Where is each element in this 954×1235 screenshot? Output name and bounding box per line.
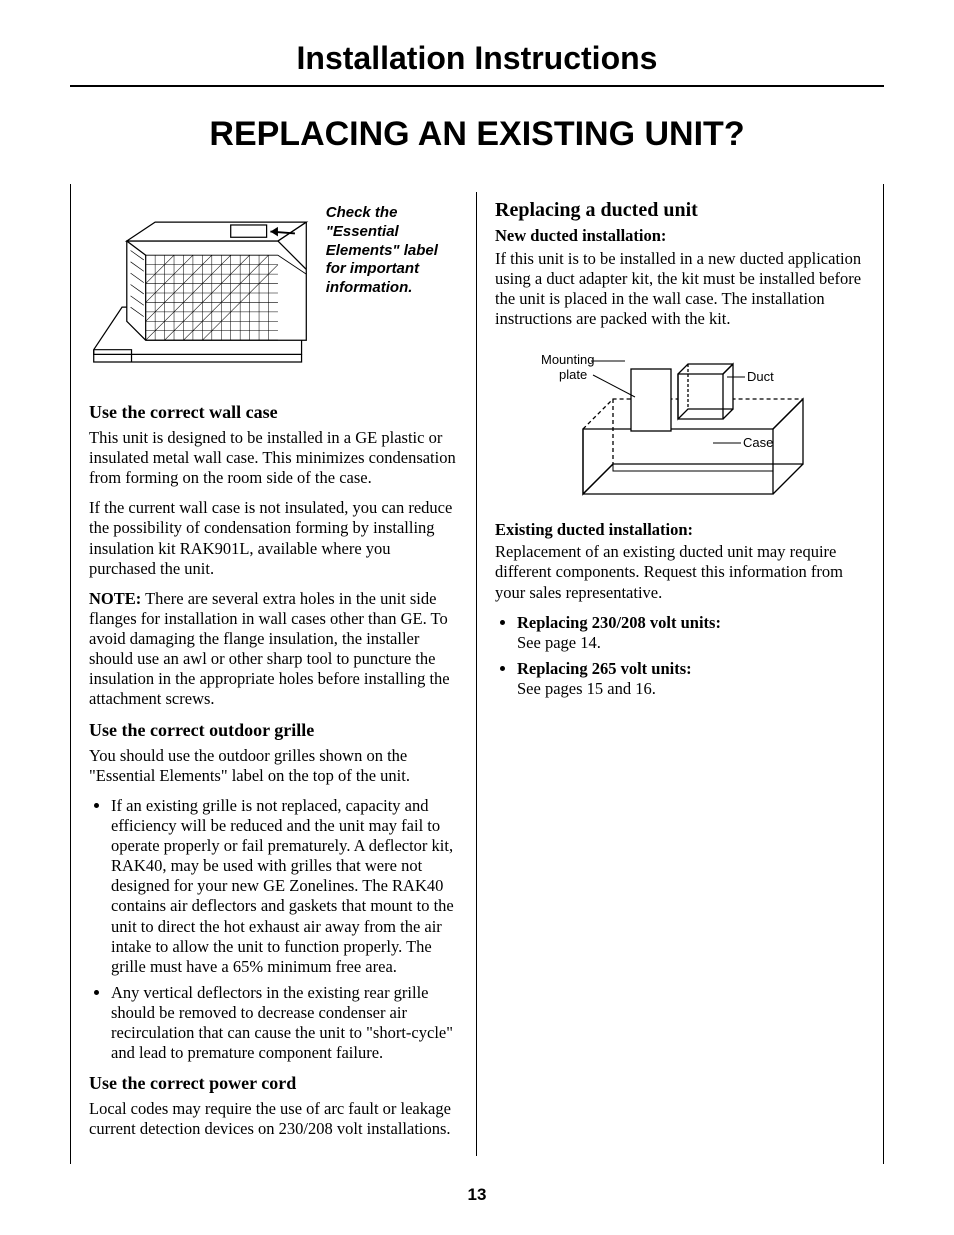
- page-header-title: Installation Instructions: [70, 40, 884, 87]
- right-column: Replacing a ducted unit New ducted insta…: [477, 192, 883, 1156]
- heading-wall-case: Use the correct wall case: [89, 402, 458, 424]
- bullet-230-208: Replacing 230/208 volt units: See page 1…: [517, 613, 865, 653]
- heading-outdoor-grille: Use the correct outdoor grille: [89, 720, 458, 742]
- main-title: REPLACING AN EXISTING UNIT?: [70, 115, 884, 154]
- grille-bullet-2: Any vertical deflectors in the existing …: [111, 983, 458, 1064]
- grille-bullet-1: If an existing grille is not replaced, c…: [111, 796, 458, 977]
- power-cord-p1: Local codes may require the use of arc f…: [89, 1099, 458, 1139]
- label-case: Case: [743, 435, 773, 450]
- essential-elements-caption: Check the "Essential Elements" label for…: [326, 204, 458, 298]
- sub-existing-ducted: Existing ducted installation:: [495, 520, 865, 540]
- grille-bullets: If an existing grille is not replaced, c…: [89, 796, 458, 1064]
- content-columns: Check the "Essential Elements" label for…: [70, 184, 884, 1164]
- bullet-265-text: See pages 15 and 16.: [517, 679, 656, 698]
- sub-new-ducted: New ducted installation:: [495, 226, 865, 246]
- bullet-230-text: See page 14.: [517, 633, 601, 652]
- heading-power-cord: Use the correct power cord: [89, 1073, 458, 1095]
- label-mounting-plate-2: plate: [559, 367, 587, 382]
- left-column: Check the "Essential Elements" label for…: [71, 192, 477, 1156]
- label-mounting-plate-1: Mounting: [541, 352, 594, 367]
- bullet-230-label: Replacing 230/208 volt units:: [517, 613, 721, 632]
- note-text: There are several extra holes in the uni…: [89, 589, 450, 709]
- label-duct: Duct: [747, 369, 774, 384]
- duct-diagram: Mounting plate Duct Case: [513, 339, 813, 499]
- page: Installation Instructions REPLACING AN E…: [0, 0, 954, 1235]
- wall-case-p2: If the current wall case is not insulate…: [89, 498, 458, 579]
- ducted-p2: Replacement of an existing ducted unit m…: [495, 542, 865, 602]
- page-number: 13: [0, 1185, 954, 1205]
- note-label: NOTE:: [89, 589, 141, 608]
- wall-case-note: NOTE: There are several extra holes in t…: [89, 589, 458, 710]
- bullet-265: Replacing 265 volt units: See pages 15 a…: [517, 659, 865, 699]
- wall-case-p1: This unit is designed to be installed in…: [89, 428, 458, 488]
- unit-figure-row: Check the "Essential Elements" label for…: [89, 198, 458, 388]
- heading-ducted: Replacing a ducted unit: [495, 198, 865, 222]
- bullet-265-label: Replacing 265 volt units:: [517, 659, 692, 678]
- duct-diagram-wrap: Mounting plate Duct Case: [513, 339, 865, 504]
- ducted-p1: If this unit is to be installed in a new…: [495, 249, 865, 330]
- grille-p1: You should use the outdoor grilles shown…: [89, 746, 458, 786]
- replace-bullets: Replacing 230/208 volt units: See page 1…: [495, 613, 865, 700]
- ac-unit-diagram: [89, 198, 316, 388]
